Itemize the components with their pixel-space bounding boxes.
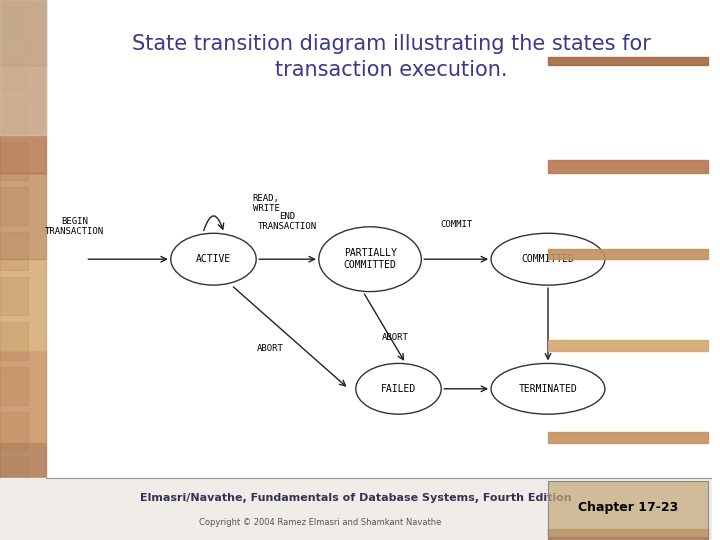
Bar [0, 322, 28, 360]
Bar [0, 0, 46, 65]
Bar [0, 187, 28, 225]
Text: TERMINATED: TERMINATED [518, 384, 577, 394]
Text: Elmasri/Navathe, Fundamentals of Database Systems, Fourth Edition: Elmasri/Navathe, Fundamentals of Databas… [140, 493, 572, 503]
Bar [548, 340, 708, 351]
Bar [0, 259, 46, 351]
Bar [0, 0, 46, 135]
Text: PARTIALLY
COMMITTED: PARTIALLY COMMITTED [343, 248, 397, 270]
Text: ABORT: ABORT [257, 344, 284, 353]
Bar [548, 529, 708, 540]
Text: END
TRANSACTION: END TRANSACTION [258, 212, 317, 231]
Text: ACTIVE: ACTIVE [196, 254, 231, 264]
Bar [0, 443, 46, 540]
Text: FAILED: FAILED [381, 384, 416, 394]
Bar [0, 7, 28, 45]
Text: COMMIT: COMMIT [440, 220, 472, 228]
Bar [0, 478, 711, 540]
Bar [0, 412, 28, 450]
Text: Copyright © 2004 Ramez Elmasri and Shamkant Navathe: Copyright © 2004 Ramez Elmasri and Shamk… [199, 518, 441, 527]
Bar [0, 65, 46, 173]
Bar [0, 367, 28, 405]
Bar [0, 142, 28, 180]
Bar [0, 277, 28, 315]
Bar [548, 160, 708, 173]
Bar [0, 97, 28, 135]
Bar [0, 351, 46, 443]
Bar [548, 57, 708, 65]
Bar [0, 173, 46, 259]
Text: ABORT: ABORT [382, 333, 408, 342]
Bar [0, 457, 28, 495]
FancyArrowPatch shape [204, 216, 224, 231]
Bar [548, 481, 708, 537]
Text: COMMITTED: COMMITTED [521, 254, 575, 264]
Bar [0, 52, 28, 90]
Text: Chapter 17-23: Chapter 17-23 [578, 501, 678, 514]
Bar [548, 432, 708, 443]
Bar [548, 481, 708, 537]
Bar [548, 249, 708, 259]
Text: READ,
WRITE: READ, WRITE [253, 194, 279, 213]
Bar [0, 502, 28, 540]
Text: BEGIN
TRANSACTION: BEGIN TRANSACTION [45, 217, 104, 237]
Text: State transition diagram illustrating the states for
transaction execution.: State transition diagram illustrating th… [132, 33, 651, 80]
Bar [0, 232, 28, 270]
